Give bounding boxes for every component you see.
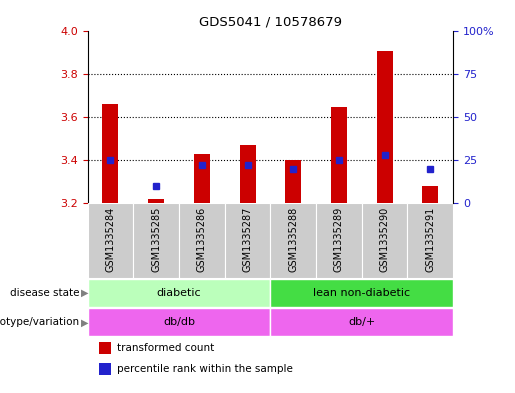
Bar (225, 203, 270, 278)
Bar (316, 203, 362, 278)
Text: diabetic: diabetic (157, 288, 201, 298)
Text: GSM1335289: GSM1335289 (334, 207, 344, 272)
Text: GSM1335286: GSM1335286 (197, 207, 207, 272)
Text: GSM1335284: GSM1335284 (106, 207, 115, 272)
Title: GDS5041 / 10578679: GDS5041 / 10578679 (199, 16, 342, 29)
Bar (331, 107, 347, 203)
Bar (148, 199, 164, 203)
Text: percentile rank within the sample: percentile rank within the sample (117, 364, 293, 374)
Bar (179, 203, 225, 278)
Bar (88, 203, 133, 278)
Text: db/+: db/+ (348, 317, 375, 327)
Bar (270, 308, 453, 336)
Text: transformed count: transformed count (117, 343, 214, 353)
Text: lean non-diabetic: lean non-diabetic (313, 288, 410, 298)
Text: GSM1335291: GSM1335291 (425, 207, 435, 272)
Bar (270, 203, 316, 278)
Bar (362, 203, 407, 278)
Text: db/db: db/db (163, 317, 195, 327)
Bar (270, 279, 453, 307)
Bar (98, 363, 111, 375)
Bar (422, 186, 438, 203)
Text: disease state: disease state (10, 288, 80, 298)
Bar (88, 308, 270, 336)
Text: GSM1335288: GSM1335288 (288, 207, 298, 272)
Text: GSM1335285: GSM1335285 (151, 207, 161, 272)
Bar (102, 105, 118, 203)
Bar (133, 203, 179, 278)
Text: GSM1335287: GSM1335287 (243, 207, 252, 272)
Bar (285, 160, 301, 203)
Text: GSM1335290: GSM1335290 (380, 207, 390, 272)
Bar (194, 154, 210, 203)
Bar (376, 51, 392, 203)
Bar (88, 279, 270, 307)
Bar (407, 203, 453, 278)
Bar (239, 145, 255, 203)
Bar (98, 342, 111, 354)
Text: genotype/variation: genotype/variation (0, 317, 80, 327)
Text: ▶: ▶ (81, 317, 89, 327)
Text: ▶: ▶ (81, 288, 89, 298)
